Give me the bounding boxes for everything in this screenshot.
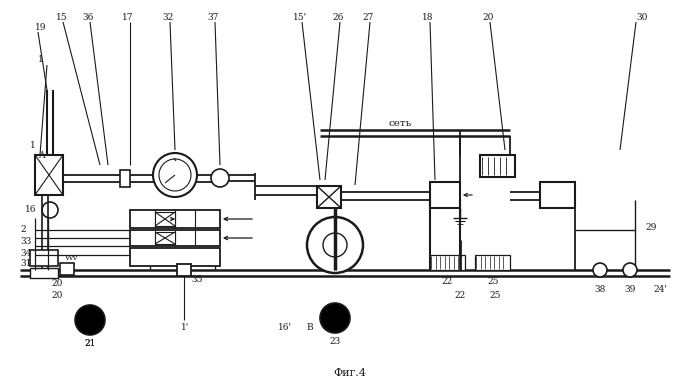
Bar: [120, 170, 130, 187]
Circle shape: [307, 217, 363, 273]
Text: 24': 24': [653, 286, 667, 295]
Text: 37: 37: [208, 14, 219, 22]
Bar: [155, 232, 175, 244]
Text: 34: 34: [20, 250, 31, 259]
Text: 1': 1': [181, 324, 189, 332]
Bar: [130, 248, 220, 266]
Text: 30: 30: [636, 14, 647, 22]
Text: 23: 23: [329, 337, 340, 346]
Circle shape: [42, 202, 58, 218]
Text: 33: 33: [20, 238, 31, 247]
Text: Фиг.4: Фиг.4: [333, 368, 366, 378]
Text: 27: 27: [362, 14, 374, 22]
Circle shape: [320, 303, 350, 333]
Text: 20: 20: [482, 14, 493, 22]
Text: 20: 20: [51, 291, 63, 300]
Bar: [540, 182, 575, 208]
Bar: [130, 210, 220, 228]
Text: 21: 21: [85, 339, 96, 348]
Text: 18: 18: [422, 14, 434, 22]
Bar: [480, 155, 515, 177]
Circle shape: [323, 233, 347, 257]
Text: Wv: Wv: [65, 254, 79, 262]
Circle shape: [211, 169, 229, 187]
Text: B: B: [307, 324, 313, 332]
Circle shape: [623, 263, 637, 277]
Text: 20: 20: [51, 279, 63, 288]
Bar: [317, 186, 341, 208]
Bar: [35, 155, 63, 195]
Bar: [30, 250, 58, 266]
Text: 1: 1: [38, 55, 44, 65]
Text: A: A: [38, 151, 45, 159]
Text: 15: 15: [56, 14, 68, 22]
Text: 39: 39: [624, 286, 635, 295]
Bar: [177, 264, 191, 276]
Text: 38: 38: [594, 286, 606, 295]
Bar: [430, 255, 465, 270]
Bar: [155, 212, 175, 226]
Text: 22: 22: [454, 291, 466, 300]
Text: 26: 26: [332, 14, 344, 22]
Text: 2': 2': [331, 324, 339, 332]
Bar: [130, 230, 220, 246]
Bar: [30, 268, 58, 278]
Circle shape: [153, 153, 197, 197]
Circle shape: [159, 159, 191, 191]
Bar: [475, 255, 510, 270]
Text: 15': 15': [293, 14, 307, 22]
Text: 1: 1: [30, 140, 36, 149]
Text: 19: 19: [35, 24, 47, 33]
Text: 36: 36: [82, 14, 94, 22]
Text: 25: 25: [489, 291, 500, 300]
Text: 2: 2: [20, 226, 26, 235]
Circle shape: [75, 305, 105, 335]
Text: 16: 16: [25, 205, 36, 214]
Text: 35: 35: [192, 276, 203, 284]
Text: 25: 25: [487, 277, 499, 286]
Text: 29: 29: [645, 224, 656, 233]
Text: 17: 17: [122, 14, 134, 22]
Text: 21: 21: [85, 339, 96, 348]
Bar: [430, 182, 460, 208]
Circle shape: [593, 263, 607, 277]
Text: 32: 32: [162, 14, 173, 22]
Text: 31: 31: [20, 259, 31, 267]
Text: 16': 16': [278, 324, 292, 332]
Text: сеть: сеть: [389, 118, 412, 127]
Text: 22: 22: [441, 277, 453, 286]
Bar: [60, 263, 74, 275]
